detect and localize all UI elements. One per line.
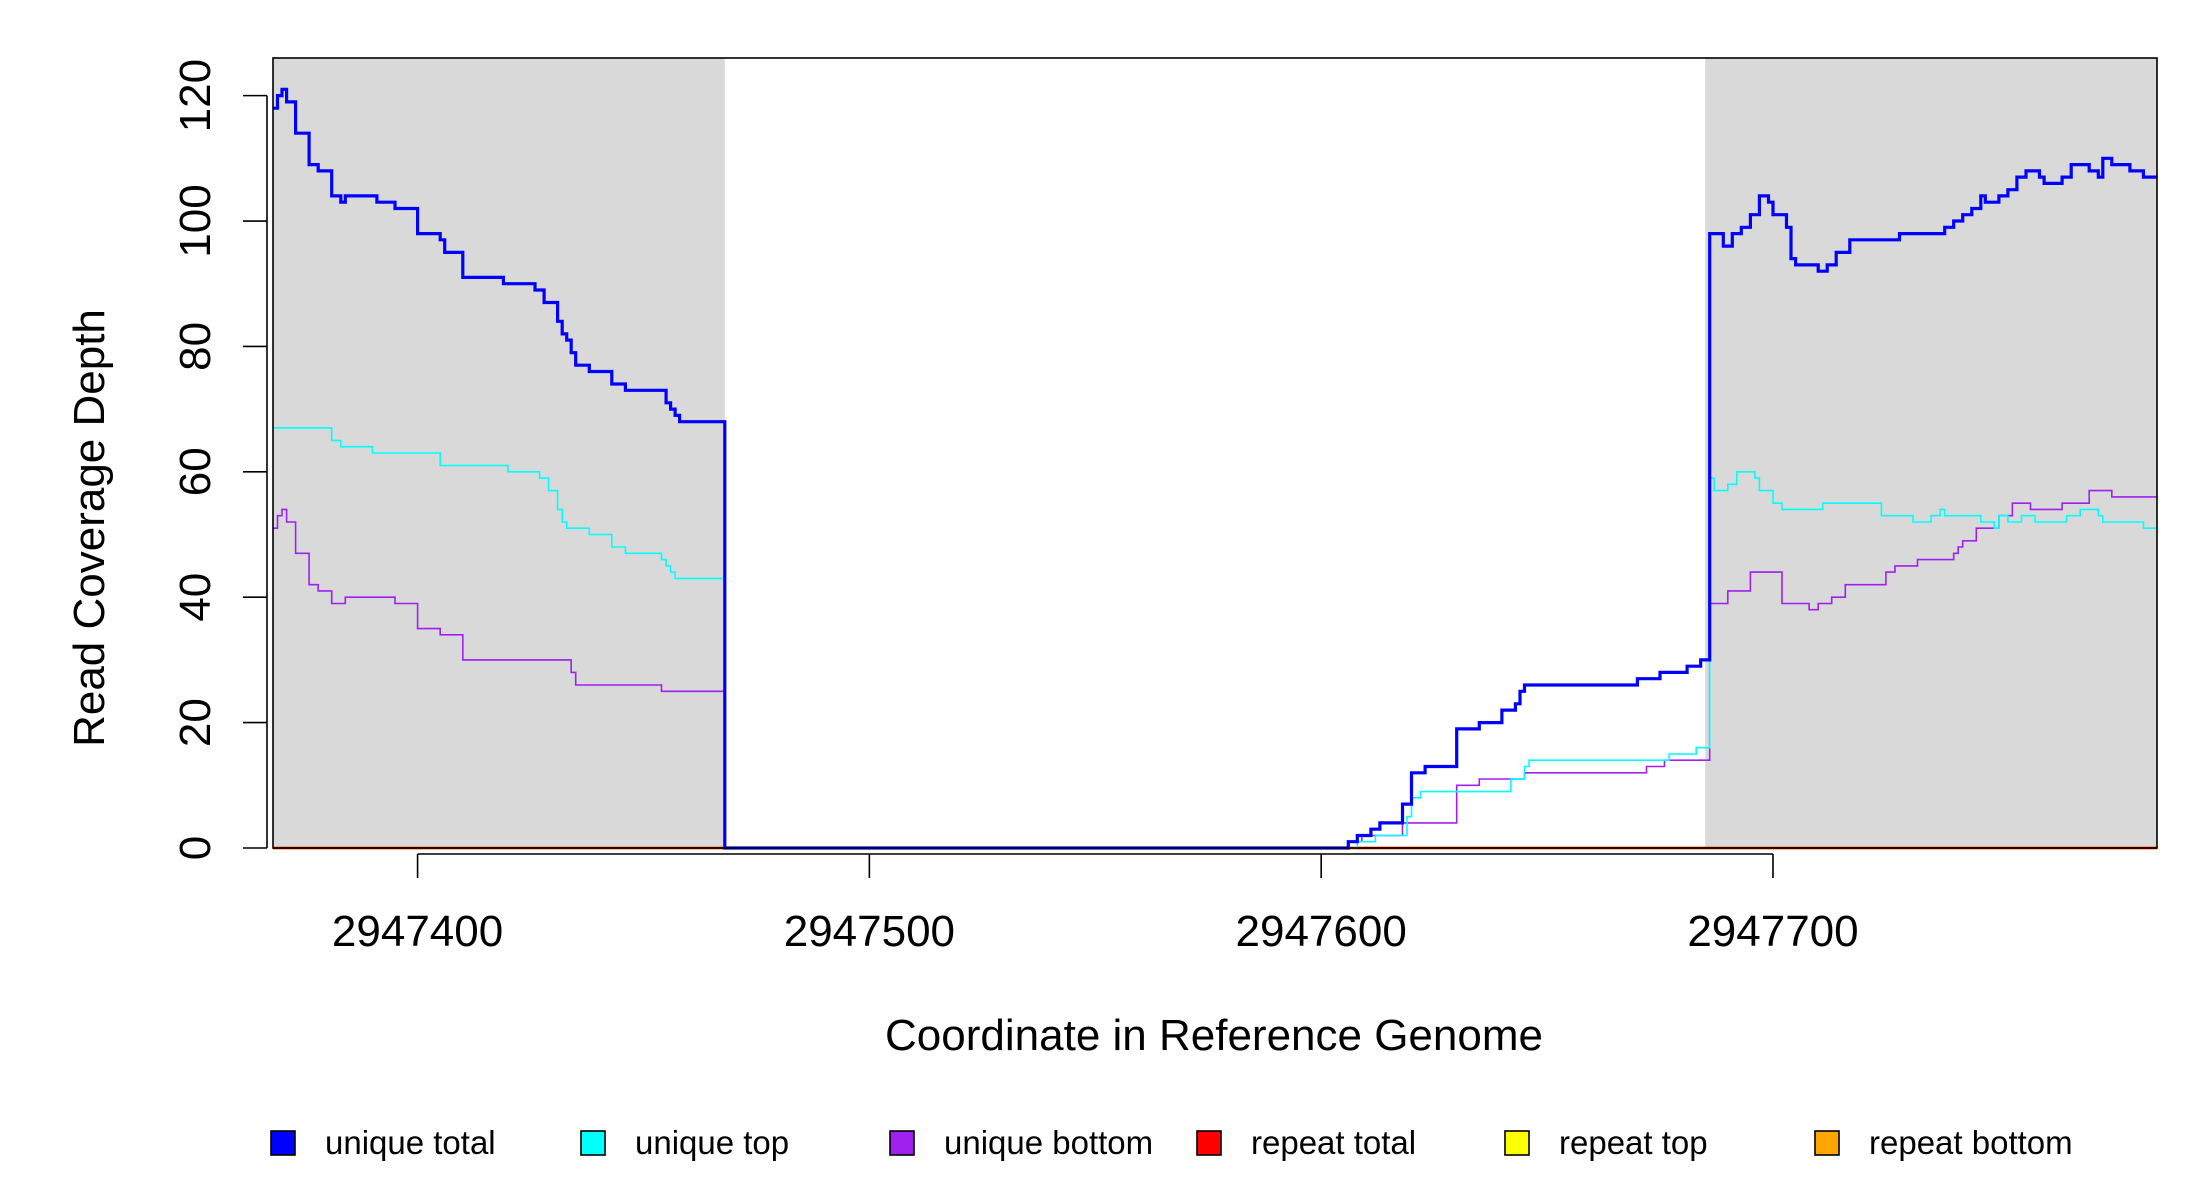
series-unique-total [273, 87, 2157, 850]
legend-label-unique-top: unique top [635, 1124, 789, 1161]
shaded-region-1 [273, 58, 725, 848]
plot-frame [272, 57, 2158, 849]
y-axis-title: Read Coverage Depth [65, 309, 114, 747]
legend-label-unique-total: unique total [325, 1124, 496, 1161]
shaded-region-2 [1705, 58, 2157, 848]
y-tick-label: 40 [171, 573, 220, 622]
legend-label-repeat-bottom: repeat bottom [1869, 1124, 2073, 1161]
legend-label-repeat-total: repeat total [1251, 1124, 1416, 1161]
y-tick-label: 0 [171, 836, 220, 860]
x-axis-title: Coordinate in Reference Genome [885, 1011, 1543, 1060]
series-unique-top [273, 427, 2157, 849]
legend-swatch-repeat-total [1196, 1130, 1222, 1156]
legend-label-unique-bottom: unique bottom [944, 1124, 1153, 1161]
legend-swatch-repeat-bottom [1814, 1130, 1840, 1156]
legend-swatch-unique-bottom [889, 1130, 915, 1156]
y-tick-label: 100 [171, 184, 220, 257]
legend: unique total unique top unique bottom repea… [270, 1124, 2073, 1161]
y-tick-label: 20 [171, 698, 220, 747]
legend-swatch-unique-total [270, 1130, 296, 1156]
y-tick-label: 60 [171, 447, 220, 496]
legend-swatch-unique-top [580, 1130, 606, 1156]
x-tick-label: 2947500 [784, 907, 955, 956]
x-tick-label: 2947600 [1236, 907, 1407, 956]
series-unique-bottom [273, 489, 2157, 849]
y-tick-label: 120 [171, 59, 220, 132]
legend-label-repeat-top: repeat top [1559, 1124, 1708, 1161]
x-tick-label: 2947400 [332, 907, 503, 956]
x-tick-label: 2947700 [1687, 907, 1858, 956]
shaded-regions [273, 58, 2157, 848]
axes: 2947400 2947500 2947600 2947700 0 20 40 60 80 100… [171, 59, 1859, 956]
legend-swatch-repeat-top [1504, 1130, 1530, 1156]
y-tick-label: 80 [171, 322, 220, 371]
